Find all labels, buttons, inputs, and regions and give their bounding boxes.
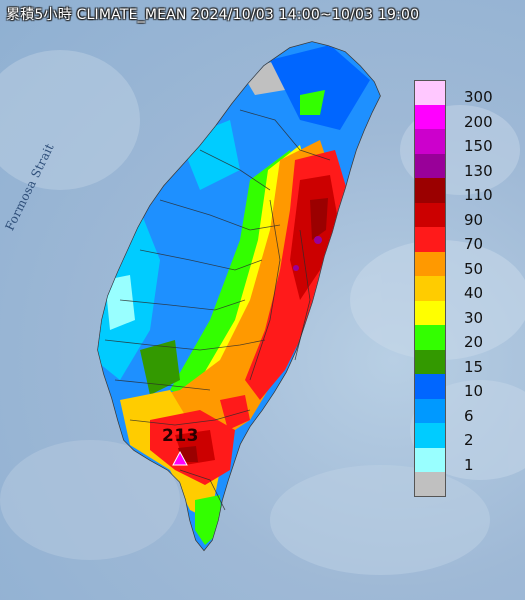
legend-swatch [414,325,446,350]
map-title: 累積5小時 CLIMATE_MEAN 2024/10/03 14:00~10/0… [6,7,420,23]
legend-swatch [414,202,446,227]
legend-label: 1 [464,455,474,474]
legend-swatch [414,447,446,472]
legend-row: 1 [414,447,514,474]
color-legend: 300 200 150 130 110 90 70 50 40 30 20 15… [414,80,514,497]
legend-swatch [414,129,446,154]
legend-label: 40 [464,284,484,302]
legend-row: 110 [414,178,514,204]
legend-label: 2 [464,431,474,449]
legend-label: 90 [464,210,484,229]
legend-swatch [414,374,446,399]
legend-swatch [414,227,446,252]
legend-label: 10 [464,382,484,400]
legend-label: 20 [464,333,484,351]
legend-swatch [414,153,446,178]
legend-row: 40 [414,276,514,302]
legend-row [414,472,514,497]
max-rain-marker [172,450,188,466]
legend-swatch [414,251,446,276]
legend-swatch [414,104,446,129]
legend-label: 150 [464,137,493,155]
legend-row: 2 [414,423,514,449]
station-max-value: 213 [162,426,199,446]
legend-swatch [414,349,446,374]
legend-label: 130 [464,161,493,180]
legend-row: 200 [414,104,514,131]
legend-swatch [414,300,446,325]
legend-label: 110 [464,186,493,204]
legend-row: 90 [414,202,514,229]
legend-row: 20 [414,325,514,351]
legend-swatch [414,472,446,497]
legend-row: 15 [414,349,514,376]
legend-label: 200 [464,112,493,131]
legend-label: 15 [464,357,484,376]
legend-label: 70 [464,235,484,253]
legend-row: 50 [414,251,514,278]
legend-swatch [414,423,446,448]
legend-label: 6 [464,406,474,425]
legend-row: 30 [414,300,514,327]
legend-row: 130 [414,153,514,180]
legend-swatch [414,80,446,105]
legend-row: 150 [414,129,514,155]
legend-label: 300 [464,88,493,106]
legend-row: 10 [414,374,514,400]
legend-swatch [414,398,446,423]
legend-swatch [414,276,446,301]
legend-row: 300 [414,80,514,106]
legend-swatch [414,178,446,203]
legend-row: 6 [414,398,514,425]
legend-label: 50 [464,259,484,278]
legend-row: 70 [414,227,514,253]
legend-label: 30 [464,308,484,327]
county-boundaries [104,109,331,511]
